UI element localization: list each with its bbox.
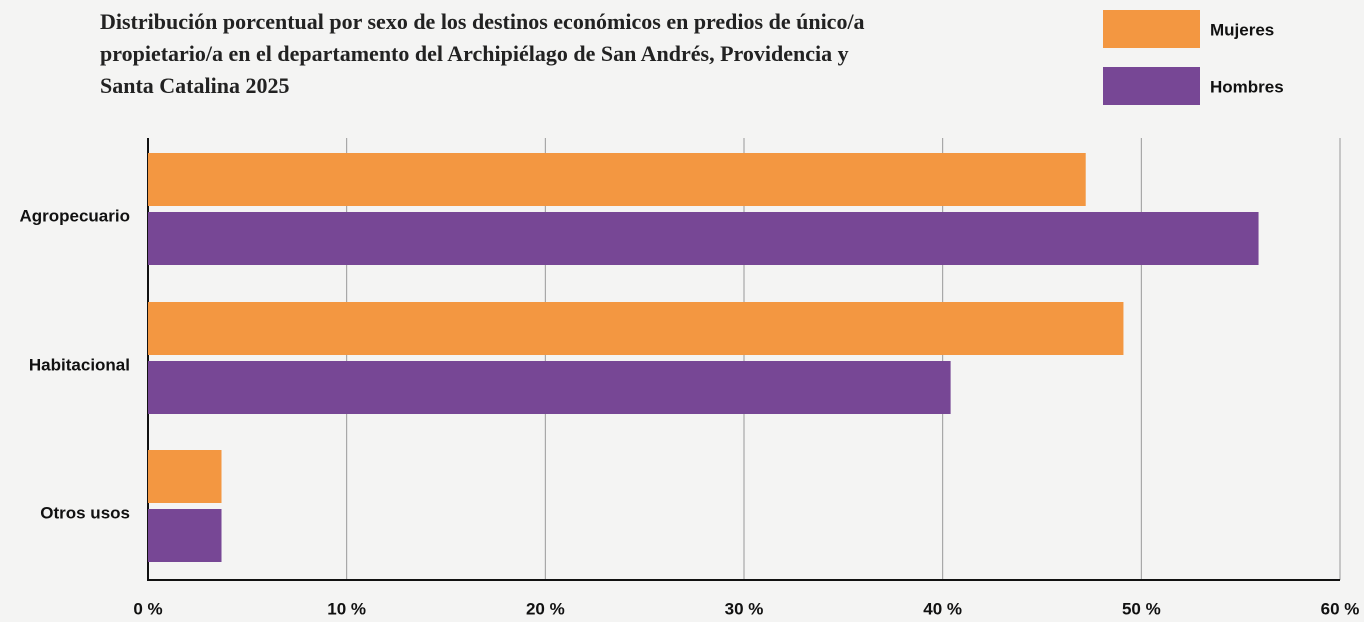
x-tick-label: 60 % [1321, 599, 1360, 618]
x-tick-label: 50 % [1122, 599, 1161, 618]
chart-title: Distribución porcentual por sexo de los … [100, 9, 865, 98]
y-tick-label: Habitacional [29, 355, 130, 374]
legend-label: Hombres [1210, 77, 1284, 96]
bar [148, 361, 951, 414]
x-tick-label: 0 % [133, 599, 162, 618]
y-tick-label: Otros usos [40, 503, 130, 522]
bar [148, 450, 222, 503]
legend-label: Mujeres [1210, 20, 1274, 39]
legend-swatch [1103, 10, 1200, 48]
x-tick-label: 40 % [923, 599, 962, 618]
bar [148, 212, 1259, 265]
x-tick-label: 10 % [327, 599, 366, 618]
legend-swatch [1103, 67, 1200, 105]
bar [148, 509, 222, 562]
x-tick-label: 30 % [725, 599, 764, 618]
x-tick-label: 20 % [526, 599, 565, 618]
bar [148, 153, 1086, 206]
bar [148, 302, 1124, 355]
y-tick-label: Agropecuario [19, 206, 130, 225]
